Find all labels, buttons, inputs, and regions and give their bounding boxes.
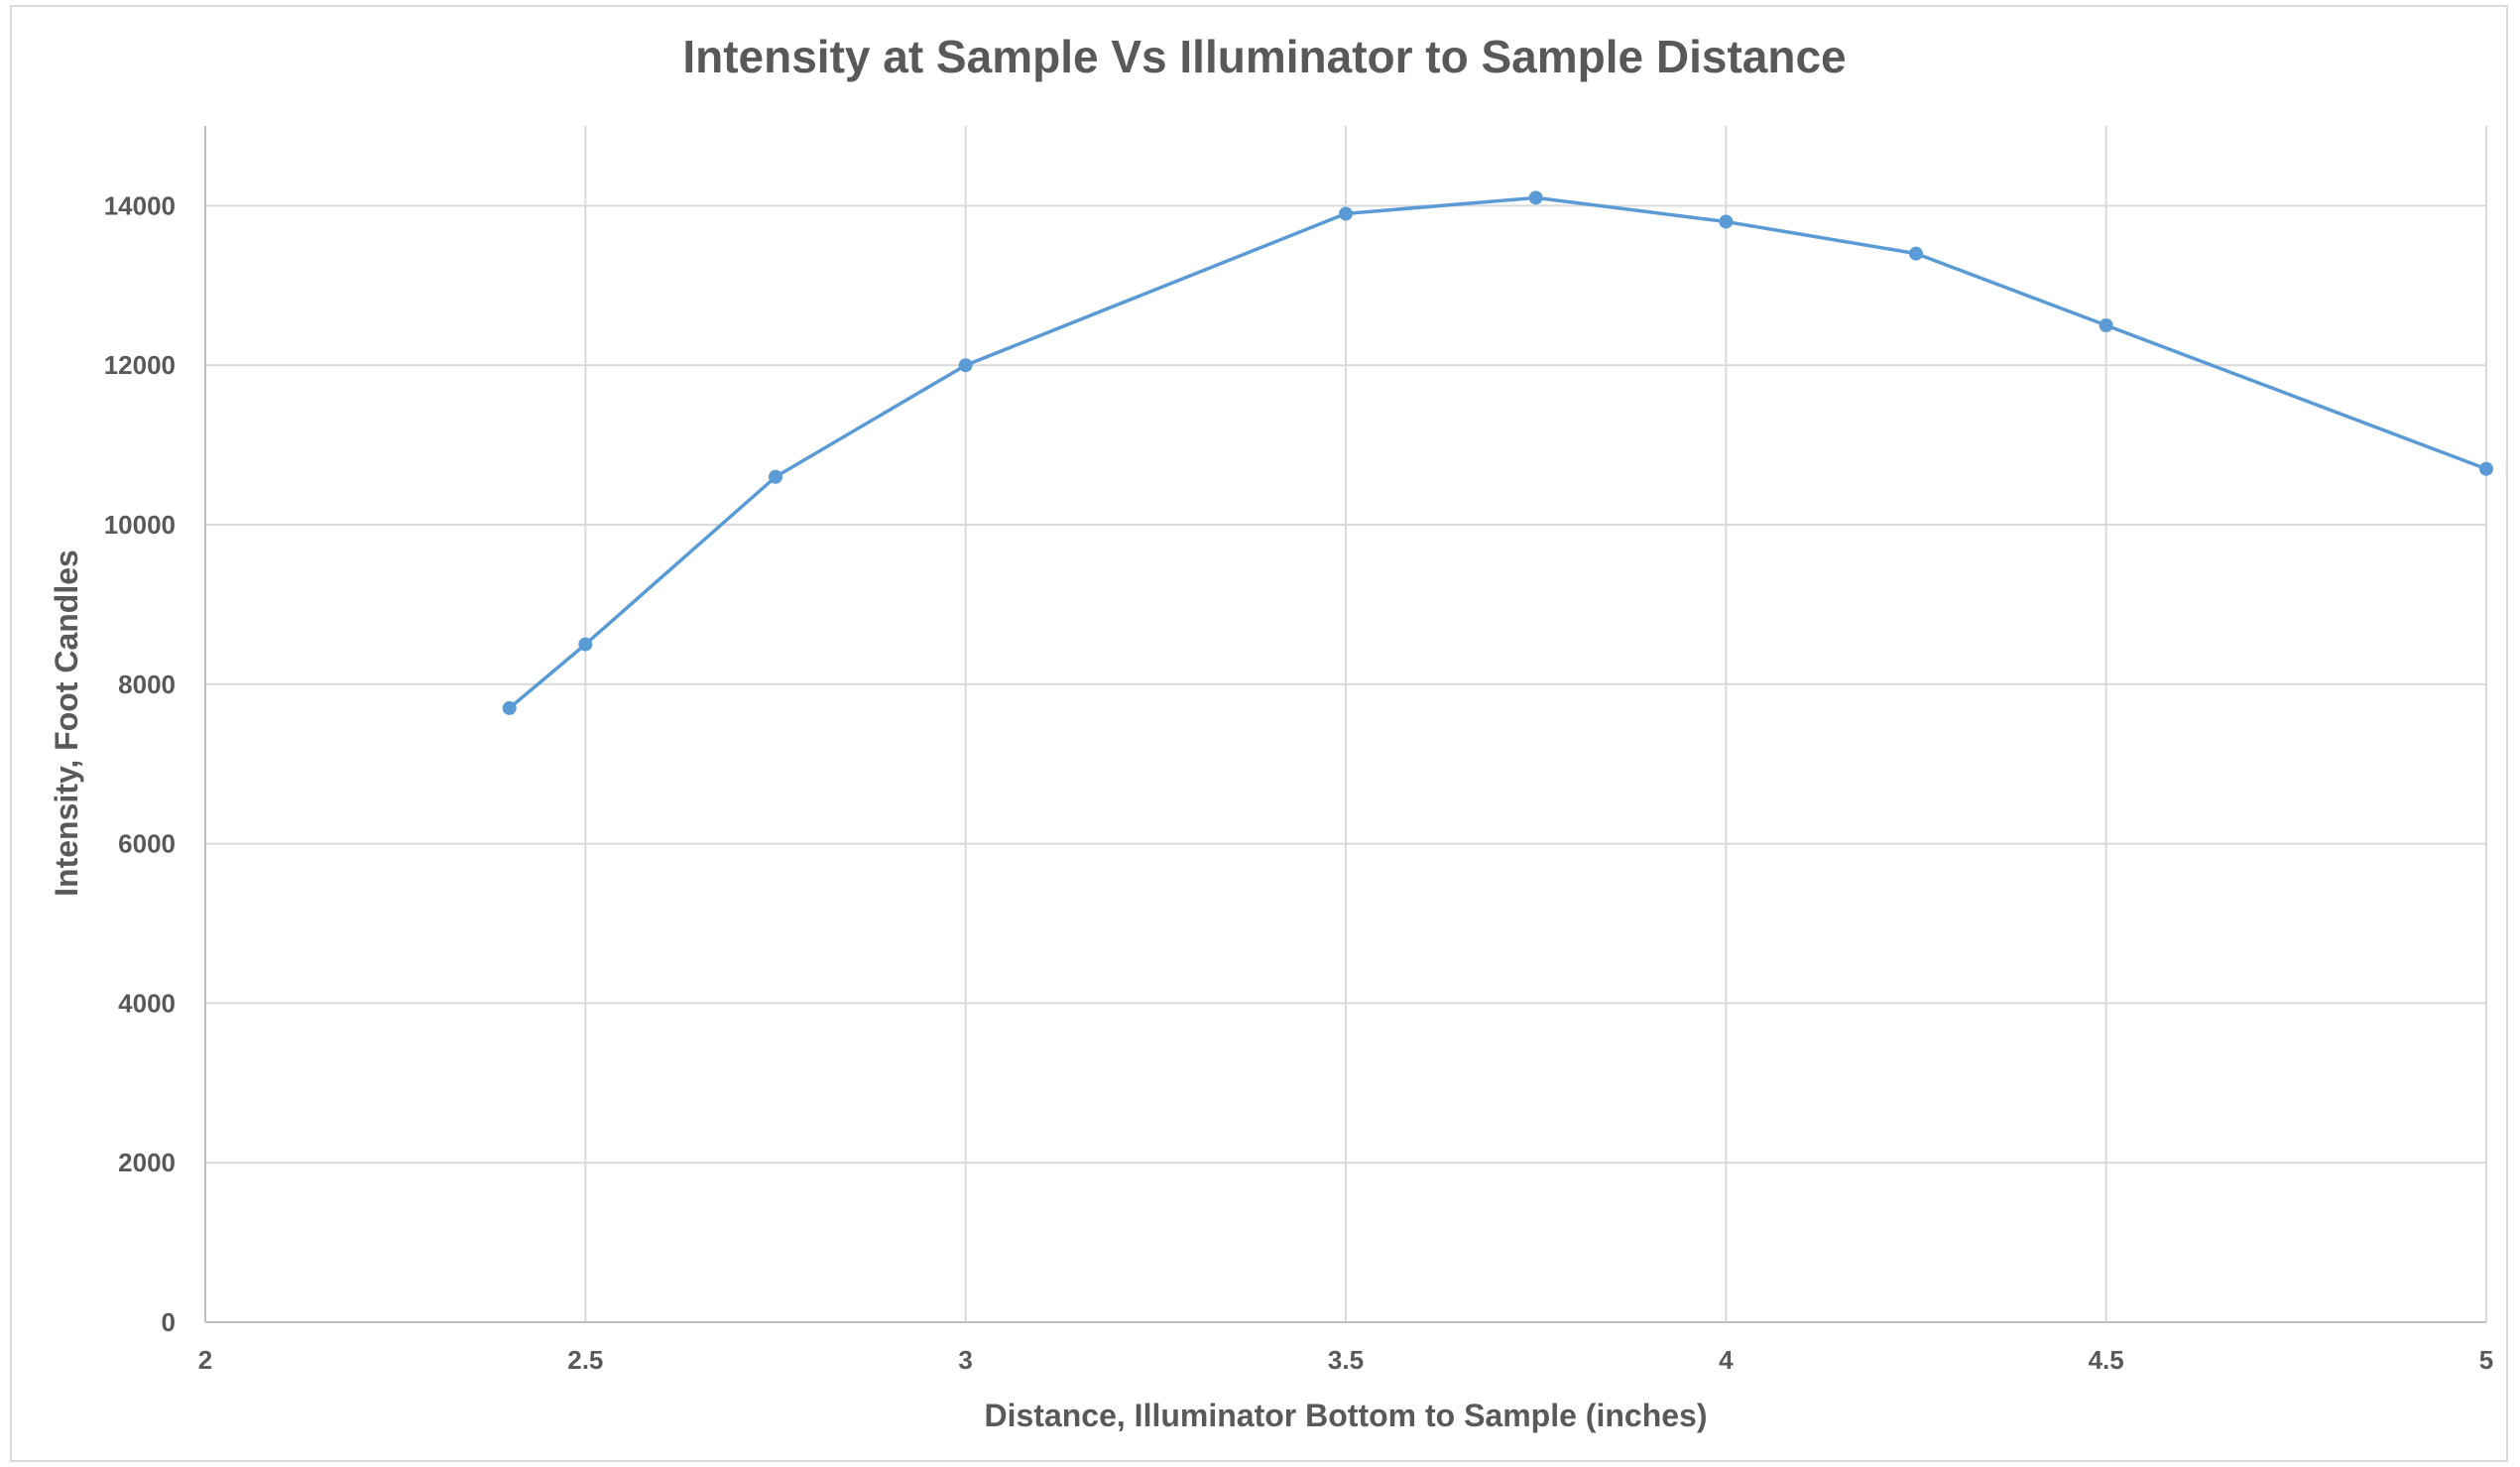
axes [204,126,2486,1323]
x-tick-label: 4 [1719,1345,1734,1375]
data-point [2479,461,2493,476]
x-axis-ticks: 2 2.5 3 3.5 4 4.5 5 [198,1345,2493,1375]
y-axis-ticks: 0 2000 4000 6000 8000 10000 12000 14000 [104,190,176,1337]
y-tick-label: 4000 [118,988,176,1018]
data-point [502,700,517,715]
data-point [2099,318,2113,332]
y-tick-label: 12000 [104,350,176,380]
chart-title: Intensity at Sample Vs Illuminator to Sa… [682,31,1846,82]
x-tick-label: 4.5 [2089,1345,2124,1375]
y-tick-label: 6000 [118,829,176,859]
data-point [769,469,782,484]
grid [205,126,2487,1322]
x-tick-label: 2 [198,1345,212,1375]
y-tick-label: 10000 [104,510,176,540]
data-point [578,637,593,652]
x-tick-label: 2.5 [567,1345,603,1375]
series-line [507,195,2488,710]
y-tick-label: 8000 [118,670,176,699]
x-tick-label: 3 [958,1345,972,1375]
x-tick-label: 5 [2479,1345,2493,1375]
y-tick-label: 0 [162,1307,176,1337]
data-point [958,358,973,373]
x-tick-label: 3.5 [1328,1345,1364,1375]
x-axis-title: Distance, Illuminator Bottom to Sample (… [985,1398,1708,1433]
y-tick-label: 14000 [104,190,176,220]
y-tick-label: 2000 [118,1148,176,1177]
series [502,190,2493,715]
y-axis-title: Intensity, Foot Candles [49,550,84,897]
data-point [1719,214,1734,229]
data-point [1339,206,1353,221]
data-point [1909,246,1923,261]
data-point [1528,190,1543,205]
